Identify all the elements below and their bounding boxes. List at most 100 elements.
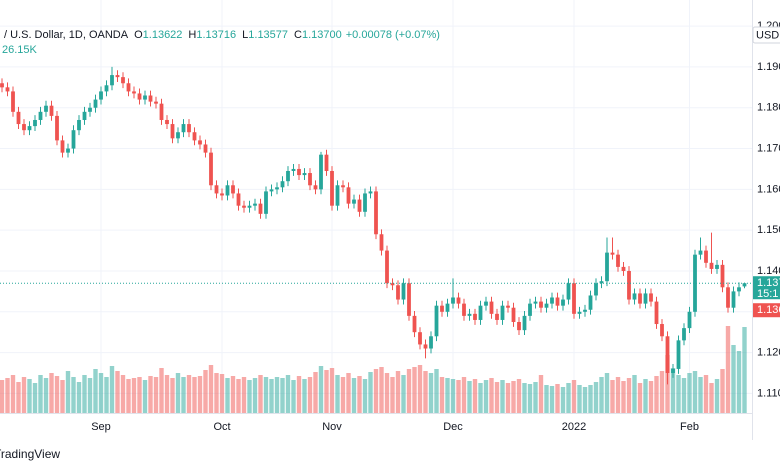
volume-bar: [291, 380, 296, 413]
candle-body: [489, 301, 494, 314]
volume-bar: [736, 351, 742, 413]
volume-bar: [5, 378, 10, 413]
volume-bar: [159, 368, 164, 413]
legend-item: C: [294, 29, 302, 41]
candle-body: [198, 140, 202, 145]
legend-item: H: [188, 29, 196, 41]
volume-bar: [153, 377, 159, 413]
volume-bar: [610, 380, 615, 413]
legend-item: L: [242, 29, 248, 41]
volume-bar: [412, 367, 417, 413]
volume-bar: [197, 376, 203, 413]
volume-bar: [384, 373, 390, 413]
price-label-box: [753, 289, 780, 300]
volume-bar: [296, 376, 302, 413]
candle-body: [71, 130, 76, 149]
candle-body: [220, 193, 224, 196]
volume-bar: [269, 379, 274, 413]
candle-body: [500, 305, 505, 320]
candle-body: [38, 111, 43, 120]
legend-item: 1.13716: [196, 29, 236, 41]
volume-bar: [626, 378, 632, 413]
price-label: 1.13600: [757, 304, 780, 316]
volume-bar: [461, 377, 467, 413]
candle-body: [484, 301, 488, 306]
candle-body: [715, 264, 719, 269]
x-tick-label: Sep: [91, 421, 111, 433]
candle-body: [291, 168, 296, 171]
volume-bar: [148, 376, 153, 413]
currency[interactable]: USD: [756, 29, 779, 41]
candle-body: [605, 252, 609, 282]
volume-bar: [428, 373, 434, 413]
volume-bar: [142, 380, 148, 413]
candle-body: [495, 313, 499, 320]
volume-bar: [670, 368, 676, 413]
volume-bar: [720, 369, 725, 413]
candle-body: [632, 293, 637, 300]
volume-bar: [241, 377, 247, 413]
volume-bar: [258, 375, 263, 413]
candle-body: [368, 191, 373, 194]
candle-body: [517, 321, 521, 331]
candle-body: [132, 91, 136, 94]
volume-bar: [219, 374, 225, 413]
volume-bar: [93, 369, 98, 413]
candle-body: [154, 101, 158, 104]
volume-bar: [533, 382, 538, 413]
candle-body: [599, 281, 604, 284]
volume-bar: [406, 369, 412, 413]
candle-body: [418, 332, 422, 345]
candle-body: [214, 185, 219, 194]
x-tick-label: Nov: [322, 421, 342, 433]
volume-bar: [104, 377, 109, 413]
candle-body: [682, 328, 686, 341]
volume-bar: [329, 368, 335, 413]
y-tick-label: 1.17000: [757, 142, 780, 154]
volume-bar: [654, 376, 659, 413]
volume-bar: [505, 383, 511, 413]
candle-body: [82, 111, 87, 120]
x-tick-label: Oct: [213, 421, 230, 433]
candle-body: [687, 311, 692, 329]
volume-bar: [340, 377, 346, 413]
volume-bar: [324, 370, 329, 413]
volume-bar: [467, 381, 472, 413]
volume-bar: [49, 373, 54, 413]
candle-body: [566, 283, 571, 300]
candle-body: [225, 185, 230, 196]
volume-bar: [313, 372, 318, 413]
price-label: 15:1: [757, 288, 778, 300]
volume-bar: [335, 375, 340, 413]
candle-body: [627, 270, 631, 300]
volume-bar: [637, 383, 643, 413]
candle-body: [654, 301, 659, 325]
candle-body: [478, 305, 483, 320]
candle-body: [577, 311, 582, 314]
candle-body: [88, 107, 92, 112]
volume-bar: [742, 327, 747, 413]
candle-body: [544, 303, 549, 308]
candle-body: [412, 315, 417, 333]
volume-bar: [285, 375, 291, 413]
candle-body: [555, 297, 560, 306]
volume-bar: [247, 380, 252, 413]
candle-body: [280, 181, 285, 188]
volume-bar: [170, 378, 175, 413]
volume-bar: [280, 378, 285, 413]
grid: [0, 0, 752, 413]
candle-body: [115, 75, 120, 78]
volume-bar: [65, 371, 71, 413]
currency-box[interactable]: [752, 26, 780, 44]
candle-body: [302, 173, 307, 176]
legend-item: 1.13622: [143, 29, 183, 41]
candle-body: [126, 83, 131, 92]
candle-body: [335, 185, 340, 206]
volume-bar: [351, 378, 357, 413]
volume-bar: [208, 365, 214, 413]
candle-body: [286, 170, 290, 182]
candle-body: [737, 287, 741, 292]
volume-bar: [302, 379, 307, 413]
candle-body: [511, 307, 516, 322]
candle-body: [121, 77, 125, 84]
